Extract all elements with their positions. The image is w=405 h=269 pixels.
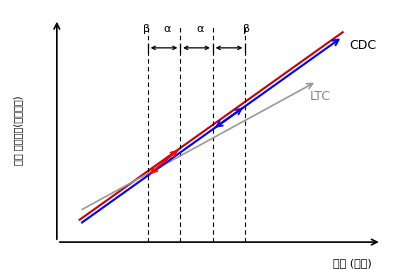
Text: β: β [243,24,250,34]
Text: CDC: CDC [348,39,375,52]
Text: β: β [142,24,149,34]
Text: LTC: LTC [309,90,330,104]
Text: 목표 공기기량(과급압력): 목표 공기기량(과급압력) [13,96,23,165]
Text: 부하 (연료): 부하 (연료) [333,258,371,268]
Text: α: α [163,24,171,34]
Text: α: α [196,24,203,34]
